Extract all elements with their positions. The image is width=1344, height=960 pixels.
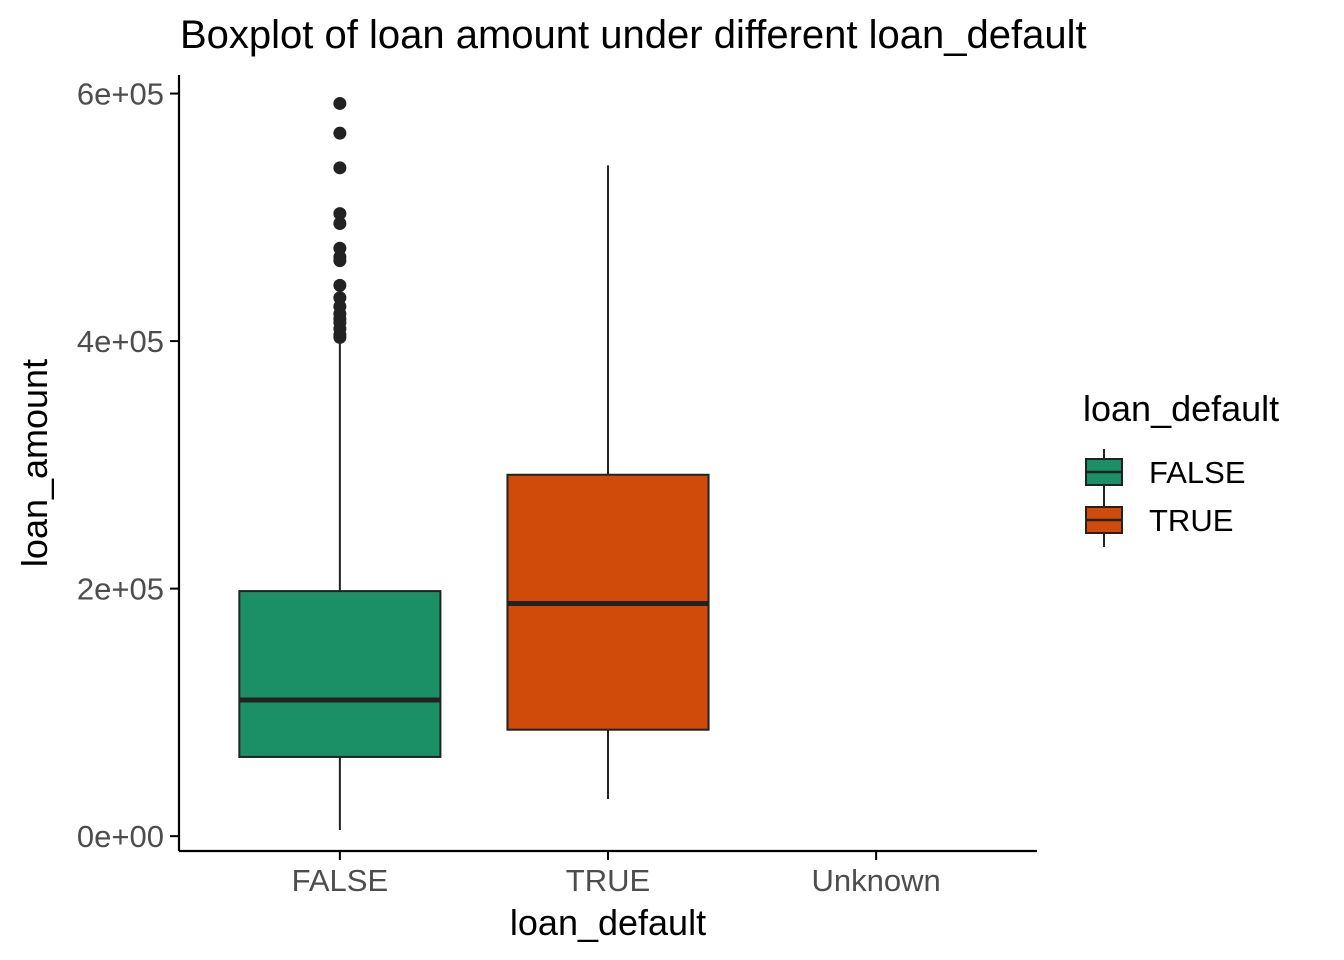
legend: loan_default FALSE TRUE xyxy=(1083,388,1279,547)
legend-entry-true: TRUE xyxy=(1085,497,1233,547)
x-tick-label: Unknown xyxy=(812,863,941,898)
y-tick-label: 0e+00 xyxy=(77,819,164,854)
box-true xyxy=(506,165,710,800)
outlier-point xyxy=(333,217,347,231)
outlier-point xyxy=(333,241,347,255)
legend-label: FALSE xyxy=(1149,455,1246,490)
outlier-point xyxy=(333,291,347,305)
outlier-point xyxy=(333,207,347,221)
x-tick-label: TRUE xyxy=(566,863,650,898)
y-tick-label: 6e+05 xyxy=(77,77,164,112)
x-tick-label: FALSE xyxy=(292,863,389,898)
legend-entries: FALSE TRUE xyxy=(1085,449,1246,547)
box-false xyxy=(238,96,442,830)
outlier-point xyxy=(333,161,347,175)
x-ticks: FALSE TRUE Unknown xyxy=(292,851,941,898)
y-tick-label: 2e+05 xyxy=(77,572,164,607)
legend-label: TRUE xyxy=(1149,503,1233,538)
y-axis-label: loan_amount xyxy=(14,359,55,567)
x-axis-label: loan_default xyxy=(510,902,706,943)
legend-title: loan_default xyxy=(1083,388,1279,429)
legend-entry-false: FALSE xyxy=(1085,449,1246,499)
box-body xyxy=(238,590,442,758)
outlier-point xyxy=(333,278,347,292)
outlier-point xyxy=(333,96,347,110)
chart-title: Boxplot of loan amount under different l… xyxy=(180,13,1087,57)
y-ticks: 0e+00 2e+05 4e+05 6e+05 xyxy=(77,77,179,854)
outlier-point xyxy=(333,126,347,140)
plot-area xyxy=(238,96,710,830)
y-tick-label: 4e+05 xyxy=(77,324,164,359)
